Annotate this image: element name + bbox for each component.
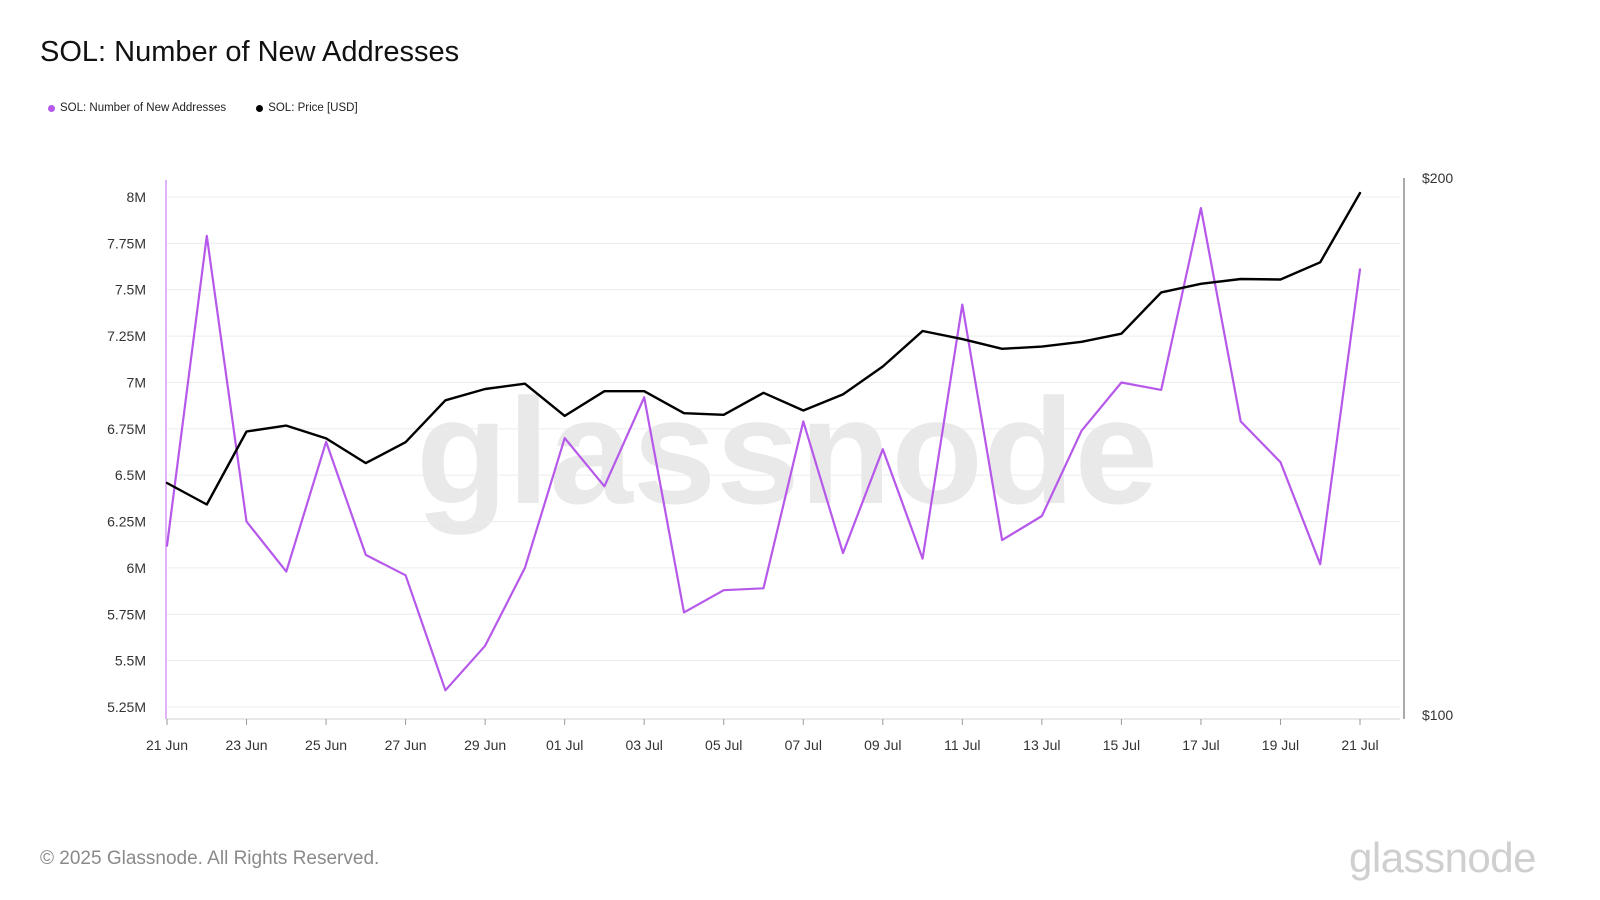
right-tick-label: $200	[1422, 170, 1453, 186]
x-tick-label: 27 Jun	[385, 737, 427, 753]
left-tick-label: 5.75M	[107, 606, 146, 622]
x-tick-label: 03 Jul	[626, 737, 663, 753]
x-tick-label: 25 Jun	[305, 737, 347, 753]
x-tick-label: 09 Jul	[864, 737, 901, 753]
chart-title: SOL: Number of New Addresses	[40, 36, 460, 68]
x-tick-label: 21 Jul	[1341, 737, 1378, 753]
x-tick-label: 11 Jul	[944, 737, 980, 753]
x-tick-label: 23 Jun	[226, 737, 268, 753]
left-tick-label: 5.25M	[107, 699, 146, 715]
legend-dot-price	[256, 104, 264, 112]
x-tick-label: 17 Jul	[1182, 737, 1219, 753]
x-tick-label: 13 Jul	[1023, 737, 1060, 753]
legend-item-new-addresses[interactable]: SOL: Number of New Addresses	[48, 102, 226, 114]
right-axis-ticks: $100 $200	[1422, 170, 1453, 723]
axes	[165, 178, 1405, 720]
left-tick-label: 6M	[127, 560, 146, 576]
grid	[167, 196, 1400, 708]
left-tick-label: 5.5M	[115, 653, 146, 669]
x-tick-label: 07 Jul	[785, 737, 822, 753]
x-tick-label: 19 Jul	[1262, 737, 1299, 753]
legend-dot-new-addresses	[48, 104, 55, 112]
copyright: © 2025 Glassnode. All Rights Reserved.	[40, 848, 380, 869]
left-tick-label: 7.75M	[107, 235, 146, 251]
right-tick-label: $100	[1422, 707, 1453, 723]
left-tick-label: 6.25M	[107, 514, 146, 530]
legend-label-price: SOL: Price [USD]	[268, 102, 358, 114]
series-lines	[165, 191, 1362, 692]
x-tick-label: 21 Jun	[146, 737, 188, 753]
left-tick-label: 6.75M	[107, 421, 146, 437]
x-tick-label: 29 Jun	[464, 737, 506, 753]
left-tick-label: 7.5M	[115, 282, 146, 298]
watermark: glassnode	[416, 367, 1158, 535]
left-axis-ticks: 5.25M 5.5M 5.75M 6M 6.25M 6.5M 6.75M 7M 7.25M 7.5…	[107, 189, 146, 715]
x-axis-ticks: 21 Jun 23 Jun 25 Jun 27 Jun 29 Jun 01 Jul 03 J…	[146, 719, 1379, 753]
series-line-price	[165, 191, 1362, 506]
legend-item-price[interactable]: SOL: Price [USD]	[256, 102, 358, 114]
x-tick-label: 01 Jul	[546, 737, 583, 753]
left-tick-label: 8M	[127, 189, 146, 205]
left-tick-label: 7M	[127, 374, 146, 390]
left-tick-label: 6.5M	[115, 467, 146, 483]
series-line-new-addresses	[165, 207, 1362, 692]
legend-label-new-addresses: SOL: Number of New Addresses	[60, 102, 227, 114]
x-tick-label: 05 Jul	[705, 737, 742, 753]
left-tick-label: 7.25M	[107, 328, 146, 344]
footer-logo: glassnode	[1349, 834, 1536, 881]
x-tick-label: 15 Jul	[1103, 737, 1140, 753]
legend: SOL: Number of New Addresses SOL: Price …	[48, 102, 358, 114]
